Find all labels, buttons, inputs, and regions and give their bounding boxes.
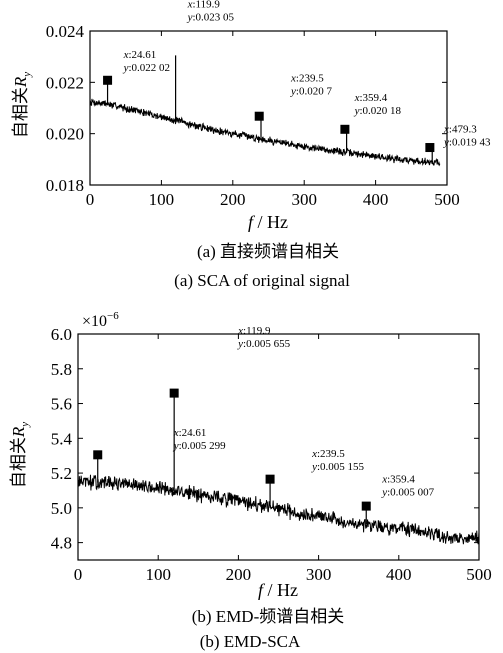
peak-annotation-x: x:239.5: [311, 448, 345, 460]
y-tick-label: 0.018: [46, 176, 84, 195]
y-tick-label: 4.8: [51, 534, 72, 553]
peak-annotation-y: y:0.005 299: [173, 440, 226, 452]
x-tick-label: 200: [226, 565, 252, 584]
y-tick-label: 0.022: [46, 73, 84, 92]
peak-annotation-x: x:119.9: [237, 325, 271, 337]
x-axis-label-a: f / Hz: [248, 212, 288, 232]
peak-annotation-x: x:24.61: [123, 49, 157, 61]
series-line-a: [89, 98, 441, 167]
x-tick-label: 100: [149, 190, 175, 209]
plot-frame-a: [89, 30, 448, 186]
y-tick-label: 5.8: [51, 360, 72, 379]
peak-annotation-y: y:0.005 655: [237, 338, 290, 350]
peak-annotation-y: y:0.022 02: [123, 62, 170, 74]
peak-annotation-y: y:0.005 007: [381, 487, 434, 499]
y-tick-label: 0.024: [46, 22, 85, 41]
x-tick-label: 0: [74, 565, 83, 584]
y-axis-label-b: 自相关Ry: [9, 422, 31, 488]
svg-text:自相关Ry: 自相关Ry: [11, 72, 33, 138]
caption-en-a: (a) SCA of original signal: [174, 271, 350, 290]
peak-annotation-x: x:119.9: [187, 0, 221, 10]
x-tick-label: 500: [434, 190, 460, 209]
chart-panel-a: x:24.61y:0.022 02 x:119.9y:0.023 05 x:239.…: [11, 0, 491, 290]
peak-marker: [93, 450, 103, 460]
y-tick-label: 5.6: [51, 395, 72, 414]
x-axis-label-b: f / Hz: [258, 580, 298, 600]
peak-annotation-x: x:479.3: [443, 123, 477, 135]
peak-marker: [361, 501, 371, 511]
peak-marker: [103, 75, 113, 85]
x-tick-label: 400: [363, 190, 389, 209]
x-tick-label: 200: [220, 190, 246, 209]
peak-annotation-x: x:24.61: [173, 427, 207, 439]
svg-text:自相关Ry: 自相关Ry: [9, 422, 31, 488]
y-tick-label: 5.0: [51, 499, 72, 518]
peak-annotation-y: y:0.019 43: [443, 136, 491, 148]
x-tick-label: 300: [306, 565, 332, 584]
y-tick-label: 6.0: [51, 325, 72, 344]
peak-annotation-y: y:0.020 18: [354, 105, 402, 117]
plot-frame-b: [77, 333, 480, 561]
exponent-label: ×10−6: [82, 310, 119, 330]
x-tick-label: 0: [86, 190, 95, 209]
peak-annotation-y: y:0.020 7: [290, 86, 332, 98]
x-tick-label: 100: [145, 565, 171, 584]
peak-annotation-x: x:359.4: [354, 92, 388, 104]
y-tick-label: 5.2: [51, 464, 72, 483]
peak-annotation-y: y:0.005 155: [311, 461, 364, 473]
x-tick-label: 400: [386, 565, 412, 584]
chart-panel-b: x:24.61y:0.005 299 x:119.9y:0.005 655 x:23…: [9, 310, 492, 651]
x-tick-label: 300: [291, 190, 317, 209]
caption-cn-a: (a) 直接频谱自相关: [197, 242, 339, 261]
peak-marker: [340, 124, 350, 134]
series-line-b: [77, 474, 480, 545]
peak-annotation-x: x:239.5: [290, 73, 324, 85]
y-axis-label-a: 自相关Ry: [11, 72, 33, 138]
caption-cn-b: (b) EMD-频谱自相关: [192, 607, 345, 626]
peak-marker: [425, 143, 435, 153]
peak-marker: [265, 474, 275, 484]
peak-marker: [254, 111, 264, 121]
peak-annotation-y: y:0.023 05: [187, 11, 235, 23]
y-tick-label: 0.020: [46, 125, 84, 144]
y-tick-label: 5.4: [51, 429, 73, 448]
peak-annotation-x: x:359.4: [381, 474, 415, 486]
x-tick-label: 500: [466, 565, 492, 584]
caption-en-b: (b) EMD-SCA: [200, 632, 301, 651]
peak-marker: [169, 388, 179, 398]
